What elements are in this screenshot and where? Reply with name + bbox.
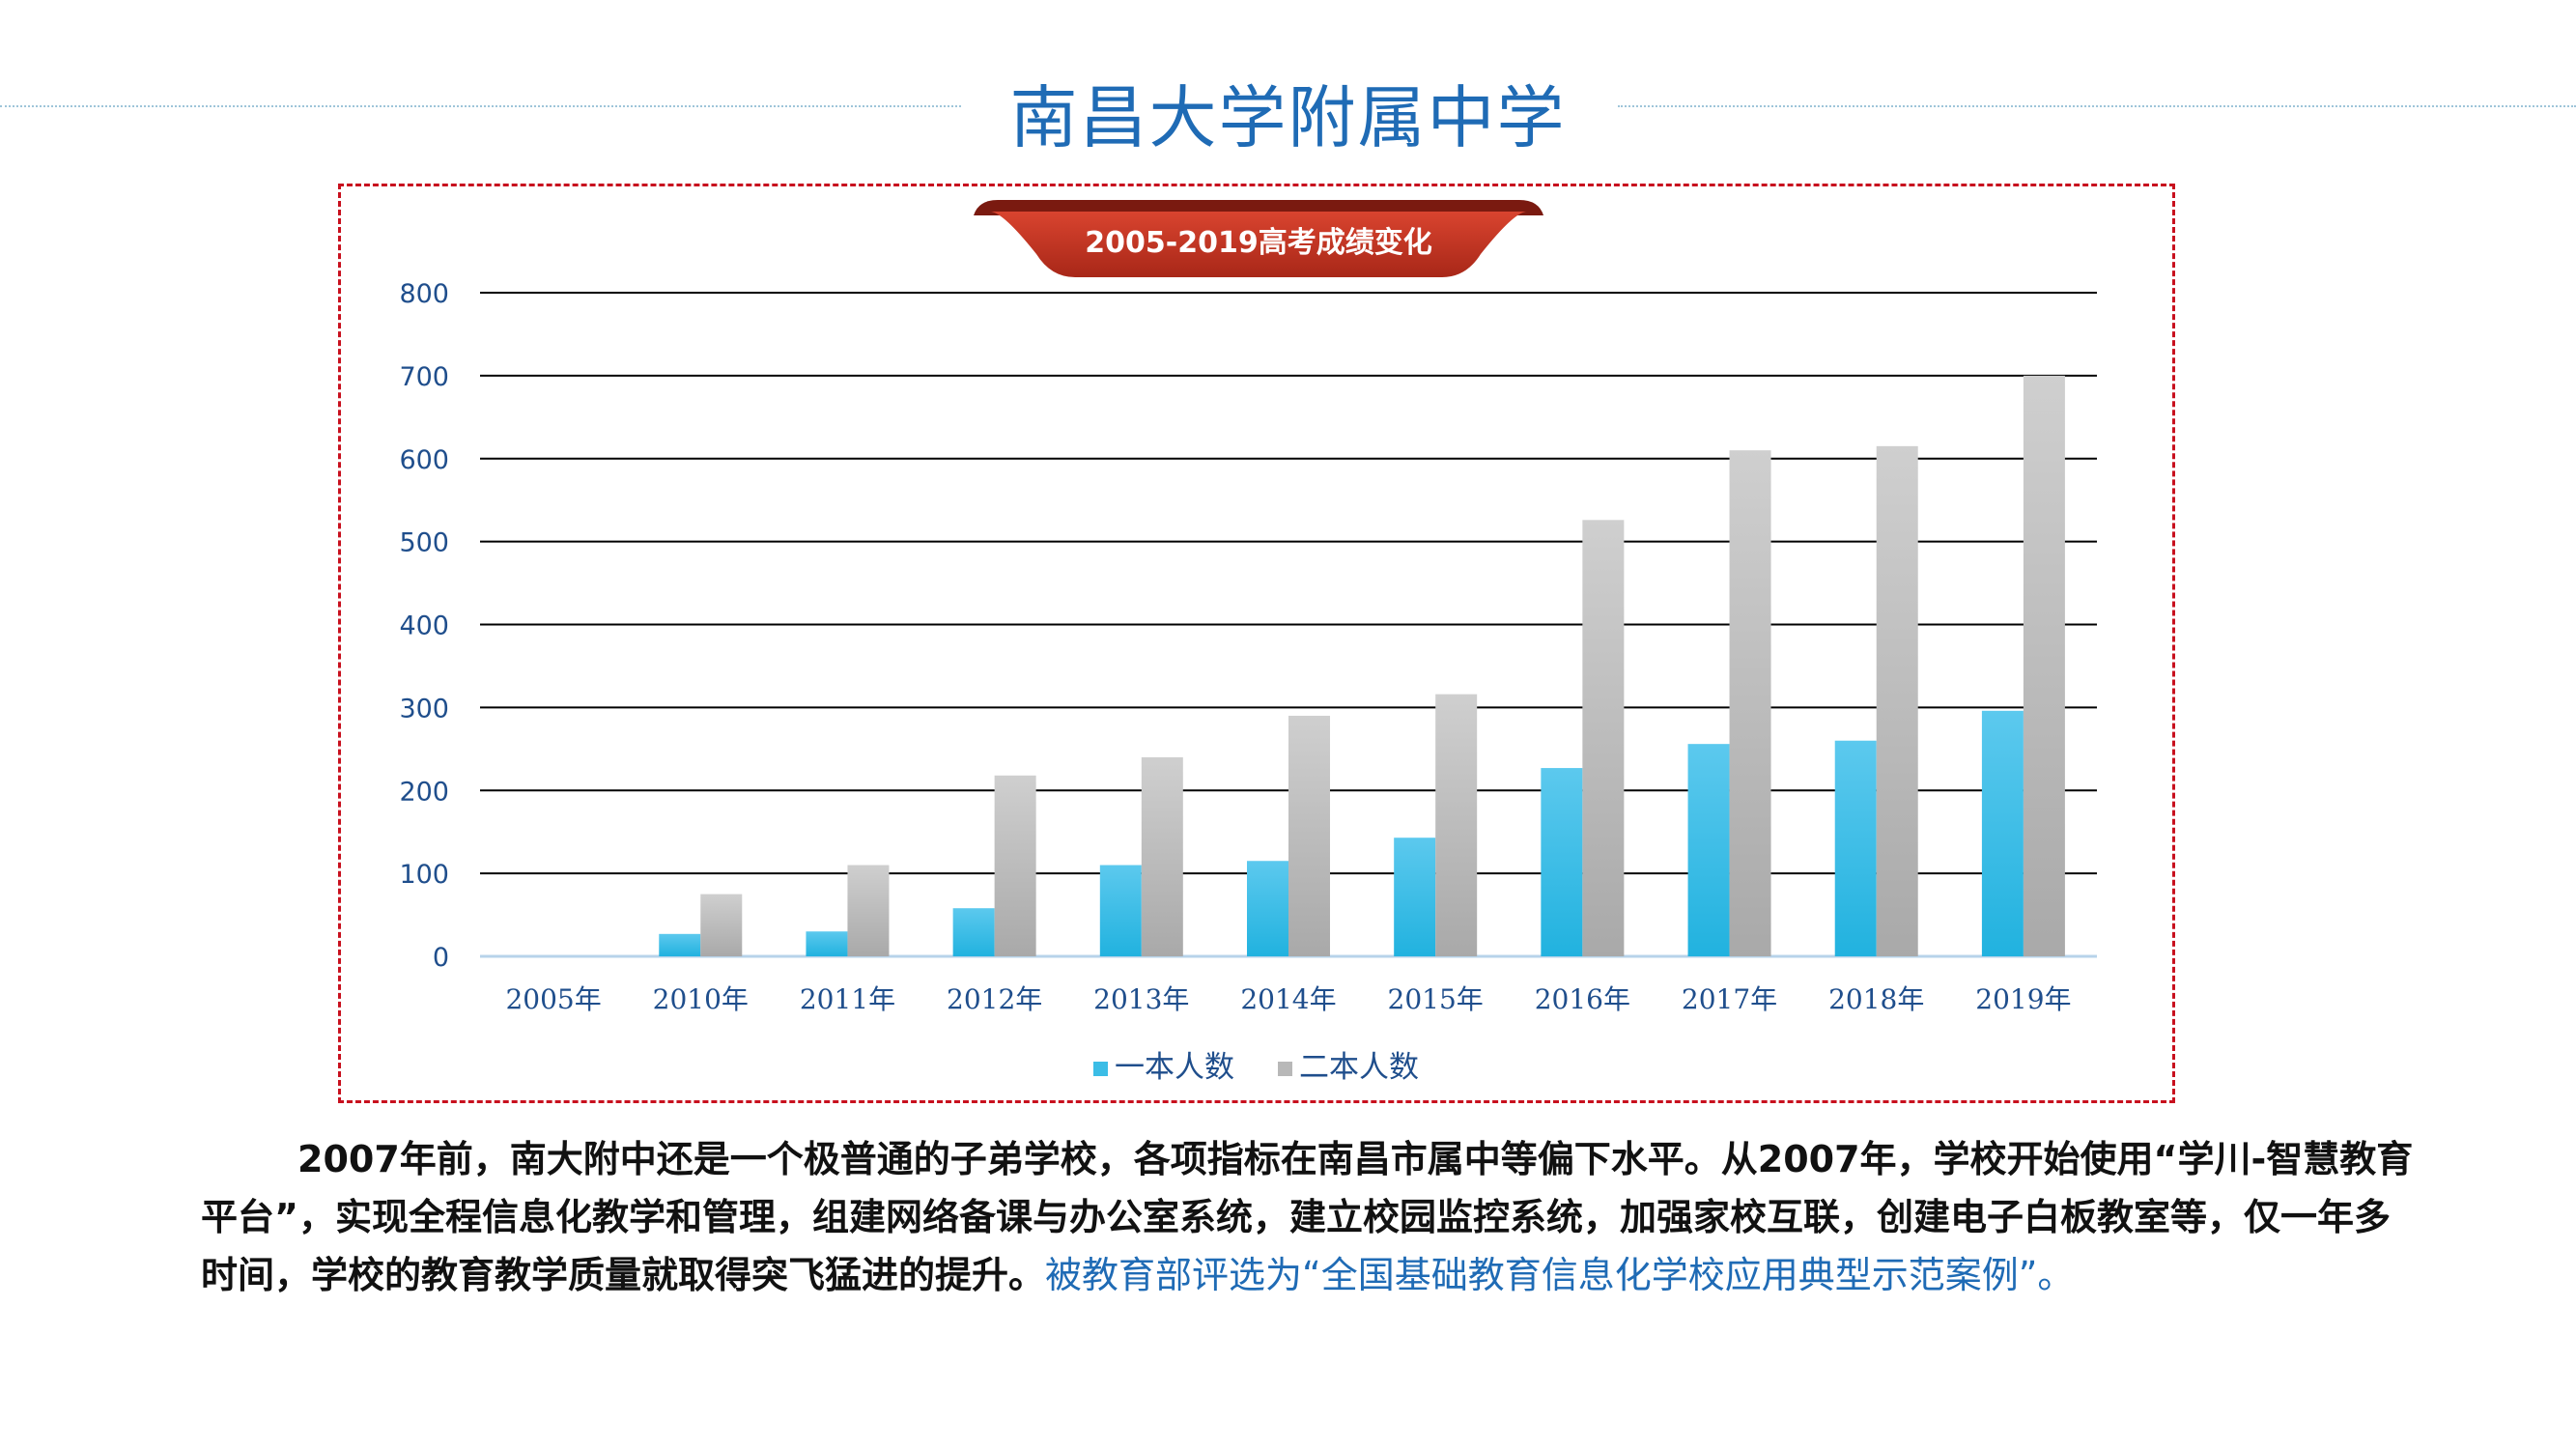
bar-series-2 (1729, 450, 1771, 957)
description-highlight-text: 被教育部评选为“全国基础教育信息化学校应用典型示范案例”。 (1045, 1254, 2075, 1296)
x-tick-label: 2018年 (1828, 983, 1924, 1015)
x-tick-label: 2015年 (1388, 983, 1484, 1015)
bar-series-1 (1834, 740, 1877, 956)
bar-series-2 (994, 775, 1036, 956)
bar-series-1 (1541, 768, 1583, 956)
page-title: 南昌大学附属中学 (1009, 78, 1567, 157)
y-tick-label: 100 (399, 860, 449, 890)
x-tick-label: 2014年 (1240, 983, 1336, 1015)
legend-label: 二本人数 (1299, 1050, 1419, 1085)
x-tick-label: 2012年 (947, 983, 1042, 1015)
y-tick-label: 800 (399, 279, 449, 309)
x-tick-label: 2010年 (653, 983, 749, 1015)
y-tick-label: 600 (399, 445, 449, 475)
bar-series-2 (1435, 694, 1478, 956)
bar-series-2 (1876, 445, 1918, 956)
y-tick-label: 500 (399, 528, 449, 558)
y-tick-label: 200 (399, 777, 449, 807)
description-paragraph: 2007年前，南大附中还是一个极普通的子弟学校，各项指标在南昌市属中等偏下水平。… (201, 1130, 2422, 1304)
bar-series-1 (1099, 865, 1142, 956)
x-tick-label: 2011年 (800, 983, 895, 1015)
bar-series-2 (1141, 756, 1183, 956)
bar-series-2 (847, 865, 890, 956)
x-tick-label: 2005年 (505, 983, 601, 1015)
bar-series-2 (700, 894, 743, 956)
legend-swatch (1093, 1062, 1108, 1076)
header-divider-right (1618, 105, 2576, 107)
x-tick-label: 2019年 (1975, 983, 2071, 1015)
header-divider-left (0, 105, 961, 107)
bar-series-1 (1687, 744, 1730, 956)
bar-series-2 (1582, 520, 1625, 956)
y-tick-label: 0 (433, 943, 449, 973)
bar-chart: 2005-2019高考成绩变化 0 100 200 300 400 500 600 700 800… (399, 200, 2097, 1085)
bar-series-1 (659, 933, 701, 956)
y-tick-label: 700 (399, 362, 449, 392)
bar-series-1 (1394, 838, 1436, 956)
chart-frame: 2005-2019高考成绩变化 0 100 200 300 400 500 600 700 800… (338, 184, 2175, 1103)
bar-series-1 (1981, 710, 2024, 956)
x-tick-label: 2017年 (1682, 983, 1777, 1015)
bar-series-1 (1247, 861, 1288, 956)
chart-title-banner (990, 212, 1527, 277)
x-tick-label: 2013年 (1093, 983, 1189, 1015)
bar-series-1 (806, 931, 848, 956)
y-tick-label: 300 (399, 694, 449, 724)
y-tick-label: 400 (399, 611, 449, 641)
bar-series-2 (1288, 715, 1330, 956)
legend-label: 一本人数 (1115, 1050, 1234, 1085)
chart-title: 2005-2019高考成绩变化 (1085, 226, 1431, 260)
bar-series-2 (2023, 375, 2065, 956)
x-tick-label: 2016年 (1535, 983, 1630, 1015)
bar-series-1 (952, 908, 995, 956)
legend-swatch (1278, 1062, 1292, 1076)
description-main-text: 2007年前，南大附中还是一个极普通的子弟学校，各项指标在南昌市属中等偏下水平。… (201, 1138, 2414, 1296)
